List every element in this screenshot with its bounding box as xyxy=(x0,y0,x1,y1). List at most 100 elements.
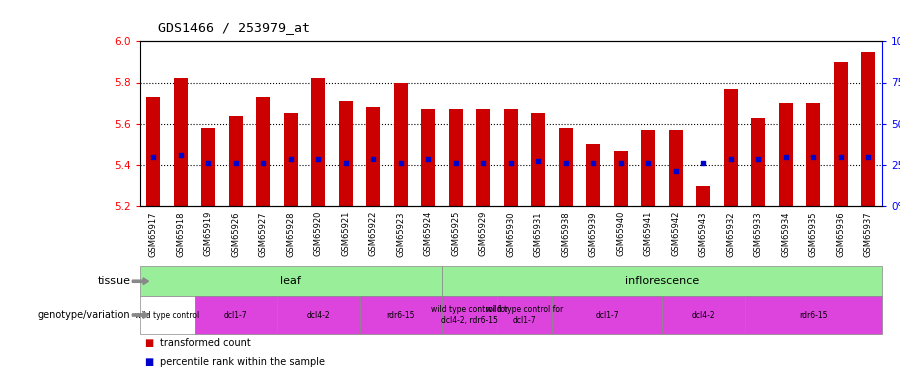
Text: GSM65935: GSM65935 xyxy=(809,211,818,256)
Bar xyxy=(559,128,572,206)
Text: GSM65927: GSM65927 xyxy=(259,211,268,256)
Text: dcl1-7: dcl1-7 xyxy=(224,310,248,320)
Text: GSM65923: GSM65923 xyxy=(396,211,405,256)
Point xyxy=(833,154,848,160)
Text: GSM65928: GSM65928 xyxy=(286,211,295,256)
Text: GSM65921: GSM65921 xyxy=(341,211,350,256)
Text: GSM65941: GSM65941 xyxy=(644,211,652,256)
Bar xyxy=(552,296,662,334)
Bar xyxy=(744,296,882,334)
Point xyxy=(256,160,270,166)
Bar xyxy=(669,130,682,206)
Text: GSM65931: GSM65931 xyxy=(534,211,543,256)
Bar xyxy=(642,130,655,206)
Text: GSM65943: GSM65943 xyxy=(698,211,707,256)
Point xyxy=(174,152,188,157)
Text: GSM65936: GSM65936 xyxy=(836,211,845,256)
Bar xyxy=(504,110,518,206)
Text: GSM65926: GSM65926 xyxy=(231,211,240,256)
Text: GSM65933: GSM65933 xyxy=(754,211,763,256)
Point xyxy=(366,156,381,162)
Bar xyxy=(229,116,243,206)
Text: GSM65940: GSM65940 xyxy=(616,211,625,256)
Point xyxy=(559,160,573,166)
Text: GSM65919: GSM65919 xyxy=(203,211,212,256)
Text: transformed count: transformed count xyxy=(160,338,251,348)
Bar xyxy=(284,113,298,206)
Point xyxy=(284,156,298,162)
Text: inflorescence: inflorescence xyxy=(625,276,699,286)
Point xyxy=(448,160,463,166)
Text: GSM65924: GSM65924 xyxy=(424,211,433,256)
Bar xyxy=(311,78,325,206)
Text: dcl1-7: dcl1-7 xyxy=(595,310,619,320)
Point xyxy=(421,156,436,162)
Bar xyxy=(202,128,215,206)
Point xyxy=(311,156,326,162)
Bar xyxy=(861,51,875,206)
Point xyxy=(586,160,600,166)
Text: GDS1466 / 253979_at: GDS1466 / 253979_at xyxy=(158,21,310,34)
Bar xyxy=(277,296,359,334)
Text: rdr6-15: rdr6-15 xyxy=(799,310,827,320)
Text: dcl4-2: dcl4-2 xyxy=(691,310,716,320)
Bar xyxy=(531,113,545,206)
Bar xyxy=(834,62,848,206)
Bar xyxy=(778,103,793,206)
Text: GSM65932: GSM65932 xyxy=(726,211,735,256)
Point xyxy=(393,160,408,166)
Text: GSM65918: GSM65918 xyxy=(176,211,185,256)
Text: GSM65925: GSM65925 xyxy=(451,211,460,256)
Point xyxy=(229,160,243,166)
Point xyxy=(338,160,353,166)
Point xyxy=(751,156,765,162)
Text: tissue: tissue xyxy=(97,276,130,286)
Text: GSM65920: GSM65920 xyxy=(314,211,323,256)
Point xyxy=(806,154,821,160)
Point xyxy=(614,160,628,166)
Bar xyxy=(174,78,187,206)
Bar xyxy=(366,107,380,206)
Text: genotype/variation: genotype/variation xyxy=(38,310,130,320)
Bar xyxy=(194,296,277,334)
Bar xyxy=(476,110,491,206)
Point xyxy=(724,156,738,162)
Text: GSM65942: GSM65942 xyxy=(671,211,680,256)
Text: leaf: leaf xyxy=(280,276,302,286)
Point xyxy=(778,154,793,160)
Point xyxy=(696,160,710,166)
Bar xyxy=(442,266,882,296)
Text: wild type control for
dcl4-2, rdr6-15: wild type control for dcl4-2, rdr6-15 xyxy=(431,305,508,325)
Text: GSM65922: GSM65922 xyxy=(369,211,378,256)
Text: GSM65929: GSM65929 xyxy=(479,211,488,256)
Bar xyxy=(140,266,442,296)
Point xyxy=(476,160,491,166)
Bar xyxy=(752,118,765,206)
Text: GSM65934: GSM65934 xyxy=(781,211,790,256)
Bar xyxy=(140,296,194,334)
Bar xyxy=(587,144,600,206)
Bar xyxy=(724,89,738,206)
Point xyxy=(504,160,518,166)
Text: wild type control: wild type control xyxy=(135,310,199,320)
Text: GSM65917: GSM65917 xyxy=(148,211,157,256)
Point xyxy=(641,160,655,166)
Bar xyxy=(497,296,552,334)
Bar xyxy=(614,151,627,206)
Text: GSM65939: GSM65939 xyxy=(589,211,598,256)
Text: GSM65937: GSM65937 xyxy=(864,211,873,256)
Text: dcl4-2: dcl4-2 xyxy=(306,310,330,320)
Bar xyxy=(697,186,710,206)
Bar xyxy=(421,110,435,206)
Text: GSM65938: GSM65938 xyxy=(562,211,571,256)
Bar xyxy=(449,110,463,206)
Text: percentile rank within the sample: percentile rank within the sample xyxy=(160,357,325,367)
Bar xyxy=(359,296,442,334)
Text: wild type control for
dcl1-7: wild type control for dcl1-7 xyxy=(486,305,563,325)
Bar xyxy=(147,97,160,206)
Bar xyxy=(806,103,820,206)
Bar xyxy=(662,296,744,334)
Text: GSM65930: GSM65930 xyxy=(506,211,515,256)
Text: ■: ■ xyxy=(144,338,153,348)
Point xyxy=(531,158,545,164)
